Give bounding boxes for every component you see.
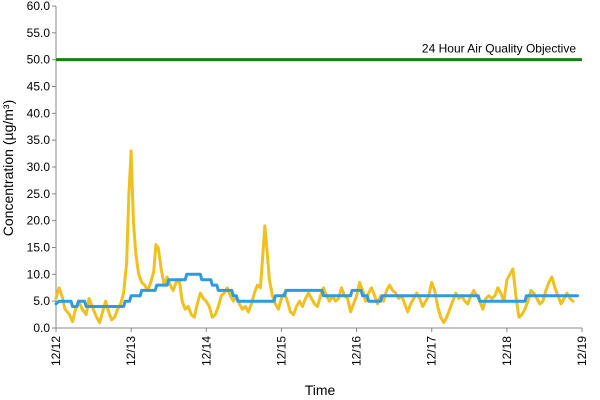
y-tick-label: 40.0: [27, 106, 51, 120]
y-tick-label: 5.0: [33, 294, 50, 308]
y-tick-label: 45.0: [27, 80, 51, 94]
y-tick-label: 60.0: [27, 0, 51, 13]
objective-label: 24 Hour Air Quality Objective: [422, 42, 576, 56]
x-tick-label: 12/14: [199, 336, 213, 366]
x-tick-label: 12/12: [49, 336, 63, 366]
x-axis-title: Time: [305, 382, 336, 398]
x-tick-label: 12/17: [425, 336, 439, 366]
y-tick-label: 10.0: [27, 267, 51, 281]
series-1-line: [54, 149, 575, 325]
y-axis-title: Concentration (µg/m³): [0, 100, 16, 236]
y-axis-ticks: 0.0 5.0 10.0 15.0 20.0 25.0 30.0 35.0 40.0 45.0 50…: [27, 0, 56, 335]
series-2-line: [54, 272, 579, 308]
y-tick-label: 55.0: [27, 26, 51, 40]
series-layer: [54, 149, 579, 325]
y-tick-label: 30.0: [27, 160, 51, 174]
y-tick-label: 0.0: [33, 321, 50, 335]
y-tick-label: 20.0: [27, 214, 51, 228]
x-tick-label: 12/19: [575, 336, 589, 366]
y-tick-label: 25.0: [27, 187, 51, 201]
x-tick-label: 12/16: [350, 336, 364, 366]
x-tick-label: 12/13: [124, 336, 138, 366]
x-tick-label: 12/18: [500, 336, 514, 366]
y-tick-label: 50.0: [27, 53, 51, 67]
x-axis-ticks: 12/12 12/13 12/14 12/15 12/16 12/17 12/18 12/19: [49, 328, 589, 366]
y-tick-label: 35.0: [27, 133, 51, 147]
y-tick-label: 15.0: [27, 241, 51, 255]
x-tick-label: 12/15: [274, 336, 288, 366]
